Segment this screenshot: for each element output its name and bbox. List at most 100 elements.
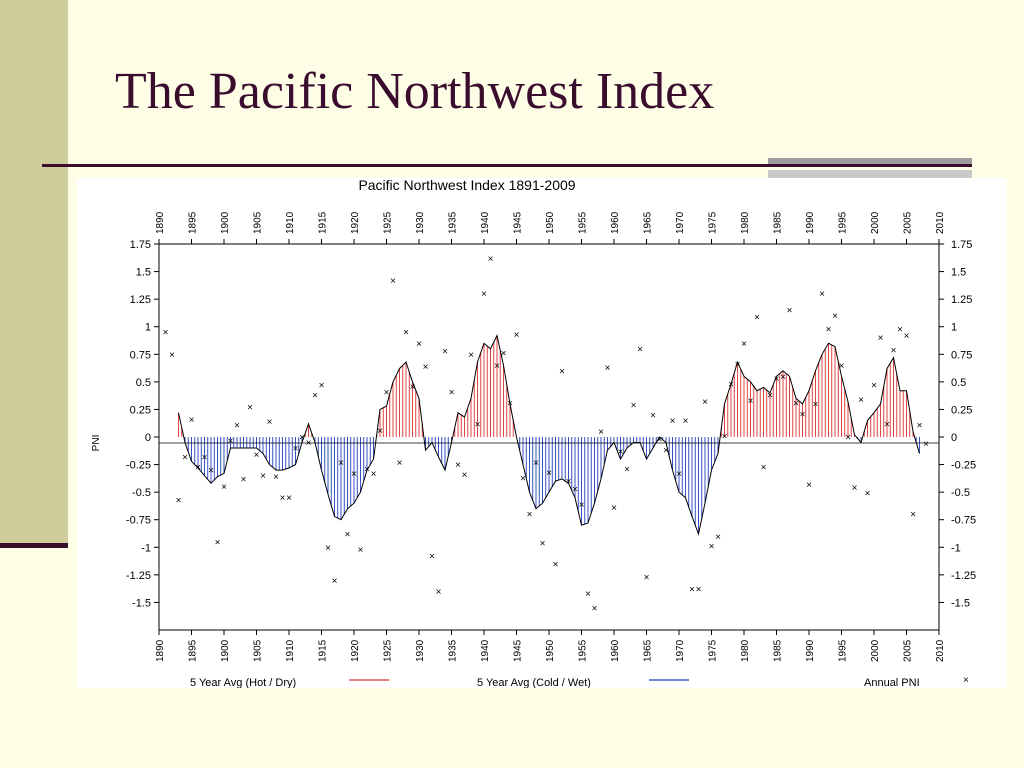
annual-pni-marker: × <box>293 444 299 455</box>
annual-pni-marker: × <box>923 439 929 450</box>
x-tick-label: 1985 <box>773 639 784 662</box>
x-tick-label: 1915 <box>318 639 329 662</box>
annual-pni-marker: × <box>715 532 721 543</box>
x-tick-label: 1980 <box>740 211 751 234</box>
x-tick-label: 1930 <box>415 211 426 234</box>
y-tick-label: 1 <box>145 322 151 334</box>
annual-pni-marker: × <box>813 399 819 410</box>
annual-pni-marker: × <box>358 545 364 556</box>
annual-pni-marker: × <box>182 452 188 463</box>
annual-pni-marker: × <box>267 417 273 428</box>
chart-panel: Pacific Northwest Index 1891-2009 1890 18… <box>77 177 1007 689</box>
x-tick-label: 1900 <box>220 211 231 234</box>
x-tick-label: 1950 <box>545 639 556 662</box>
annual-pni-marker: × <box>319 381 325 392</box>
bottom-x-axis: 1890 1895 1900 1905 1910 1915 1920 1925 1930 1935… <box>155 630 946 662</box>
annual-pni-marker: × <box>670 416 676 427</box>
x-tick-label: 1975 <box>708 639 719 662</box>
x-tick-label: 1940 <box>480 639 491 662</box>
annual-pni-marker: × <box>676 469 682 480</box>
annual-pni-marker: × <box>650 410 656 421</box>
x-tick-label: 1915 <box>318 211 329 234</box>
y-tick-label: -1.5 <box>132 597 151 609</box>
x-tick-label: 1970 <box>675 639 686 662</box>
y-tick-label: 0 <box>145 432 151 444</box>
annual-pni-marker: × <box>449 387 455 398</box>
top-x-axis: 1890 1895 1900 1905 1910 1915 1920 1925 1930 1935… <box>155 211 946 244</box>
x-tick-label: 1965 <box>643 639 654 662</box>
annual-pni-marker: × <box>624 464 630 475</box>
plot-frame <box>158 243 940 631</box>
x-tick-label: 1990 <box>805 639 816 662</box>
x-tick-label: 1955 <box>578 639 589 662</box>
annual-pni-marker: × <box>611 503 617 514</box>
annual-pni-marker: × <box>793 398 799 409</box>
y-tick-label: 0.25 <box>951 404 972 416</box>
x-tick-label: 1935 <box>448 639 459 662</box>
y-tick-label: -0.5 <box>132 487 151 499</box>
annual-pni-marker: × <box>475 419 481 430</box>
annual-pni-marker: × <box>332 576 338 587</box>
annual-pni-marker: × <box>416 339 422 350</box>
title-divider <box>42 164 972 167</box>
x-tick-label: 1965 <box>643 211 654 234</box>
annual-pni-marker: × <box>618 447 624 458</box>
annual-pni-marker: × <box>312 391 318 402</box>
decorative-bar-light <box>768 170 972 180</box>
annual-pni-marker: × <box>169 350 175 361</box>
annual-pni-marker: × <box>520 473 526 484</box>
legend-cold-label: 5 Year Avg (Cold / Wet) <box>477 677 591 688</box>
x-tick-label: 2000 <box>870 639 881 662</box>
annual-pni-marker: × <box>436 587 442 598</box>
x-tick-label: 1890 <box>155 639 166 662</box>
y-axis-label: PNI <box>91 435 102 452</box>
decorative-bar-dark <box>768 158 972 164</box>
annual-pni-marker: × <box>338 458 344 469</box>
y-tick-label: 1.5 <box>951 267 966 279</box>
annual-pni-marker: × <box>605 363 611 374</box>
annual-pni-marker: × <box>832 311 838 322</box>
x-tick-label: 1995 <box>838 211 849 234</box>
annual-pni-marker: × <box>819 289 825 300</box>
annual-pni-marker: × <box>371 469 377 480</box>
annual-pni-marker: × <box>254 450 260 461</box>
x-tick-label: 1895 <box>188 639 199 662</box>
y-tick-label: 0.5 <box>136 377 151 389</box>
x-tick-label: 1905 <box>253 639 264 662</box>
left-accent-rule <box>0 543 68 548</box>
annual-pni-marker: × <box>533 458 539 469</box>
annual-pni-marker: × <box>702 397 708 408</box>
annual-pni-marker: × <box>215 537 221 548</box>
annual-pni-marker: × <box>397 458 403 469</box>
x-tick-label: 1925 <box>383 211 394 234</box>
y-tick-label: 1.75 <box>130 239 151 251</box>
legend: 5 Year Avg (Hot / Dry) 5 Year Avg (Cold … <box>190 675 969 689</box>
annual-pni-marker: × <box>696 585 702 596</box>
annual-pni-marker: × <box>488 254 494 265</box>
annual-pni-marker: × <box>735 360 741 371</box>
annual-pni-marker: × <box>722 431 728 442</box>
annual-pni-marker: × <box>481 289 487 300</box>
x-tick-label: 2005 <box>903 639 914 662</box>
annual-pni-marker: × <box>839 361 845 372</box>
x-tick-label: 1910 <box>285 211 296 234</box>
annual-pni-marker: × <box>572 484 578 495</box>
annual-pni-marker: × <box>891 345 897 356</box>
y-tick-label: 0.75 <box>130 349 151 361</box>
annual-pni-marker: × <box>748 396 754 407</box>
x-tick-label: 1895 <box>188 211 199 234</box>
annual-pni-marker: × <box>865 489 871 500</box>
left-y-axis: 1.75 1.5 1.25 1 0.75 0.5 0.25 0 -0.25 -0.5 -0.75 -1… <box>126 239 159 609</box>
x-tick-label: 1905 <box>253 211 264 234</box>
annual-pni-marker: × <box>468 350 474 361</box>
annual-pni-points: ××××××××××××××××××× ××××××××××××× ××××××××… <box>163 254 930 615</box>
annual-pni-marker: × <box>806 480 812 491</box>
annual-pni-marker: × <box>826 324 832 335</box>
y-tick-label: -1.25 <box>951 570 976 582</box>
y-tick-label: -1 <box>141 542 151 554</box>
annual-pni-marker: × <box>800 409 806 420</box>
annual-pni-marker: × <box>286 493 292 504</box>
annual-pni-marker: × <box>234 420 240 431</box>
y-tick-label: 0.5 <box>951 377 966 389</box>
annual-pni-marker: × <box>598 427 604 438</box>
